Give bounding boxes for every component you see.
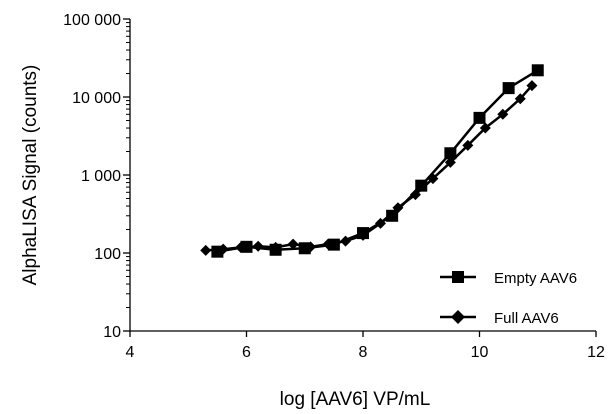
x-tick-label: 4 [126,344,135,361]
series-layer [200,64,544,258]
data-point-diamond [322,238,334,250]
data-point-diamond [235,241,247,253]
data-point-diamond [340,235,352,247]
data-point-diamond [392,202,404,214]
data-point-diamond [444,156,456,168]
legend-label-empty-aav6: Empty AAV6 [494,270,577,287]
data-point-diamond [497,108,509,120]
y-tick-label: 10 000 [72,90,121,107]
data-point-diamond [217,243,229,255]
series-full-aav6 [200,80,538,256]
legend-diamond-marker [451,310,465,324]
data-point-diamond [514,93,526,105]
legend: Empty AAV6 Full AAV6 [440,270,577,327]
x-axis-title: log [AAV6] VP/mL [280,389,431,410]
y-tick-label: 100 000 [63,12,121,29]
data-point-diamond [287,238,299,250]
data-point-diamond [357,229,369,241]
data-point-square [211,245,224,258]
legend-square-marker [452,271,464,283]
legend-entry-full-aav6: Full AAV6 [440,310,559,327]
series-empty-aav6 [211,64,544,258]
data-point-square [415,179,428,192]
x-tick-label: 8 [359,344,368,361]
x-tick-label: 12 [587,344,605,361]
data-point-diamond [526,80,538,92]
y-tick-label: 100 [94,246,121,263]
data-point-square [531,64,544,77]
data-point-diamond [305,241,317,253]
x-ticks: 4 6 8 10 12 [126,331,605,361]
data-point-diamond [252,240,264,252]
data-point-square [502,82,515,95]
x-tick-label: 10 [471,344,489,361]
data-point-diamond [270,241,282,253]
y-tick-label: 1 000 [81,168,121,185]
data-point-diamond [427,173,439,185]
data-point-square [444,147,457,160]
data-point-diamond [479,122,491,134]
legend-label-full-aav6: Full AAV6 [494,310,559,327]
data-point-diamond [462,139,474,151]
data-point-diamond [200,244,212,256]
series-line [205,84,533,252]
data-point-square [473,111,486,124]
data-point-diamond [409,189,421,201]
data-point-diamond [374,217,386,229]
x-tick-label: 6 [242,344,251,361]
y-axis-title: AlphaLISA Signal (counts) [20,65,41,286]
y-ticks: 10 100 1 000 10 000 100 000 [63,12,130,341]
data-point-square [386,209,399,222]
legend-entry-empty-aav6: Empty AAV6 [440,270,577,287]
y-tick-label: 10 [103,324,121,341]
